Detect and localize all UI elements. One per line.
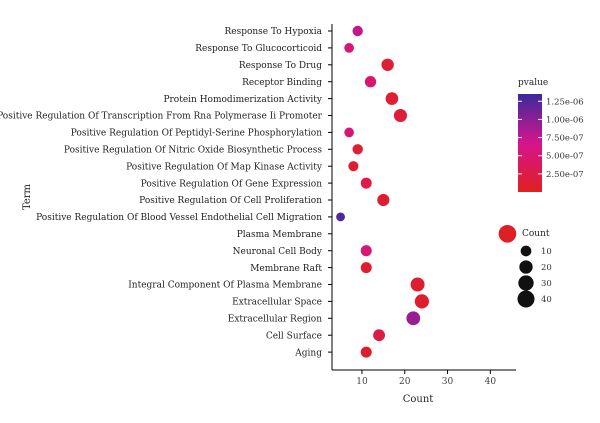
data-point: [336, 212, 345, 222]
term-label: Response To Hypoxia: [224, 27, 322, 37]
term-label: Positive Regulation Of Blood Vessel Endo…: [36, 213, 322, 223]
pvalue-legend-title: pvalue: [518, 78, 548, 88]
colorbar-tick-label: 1.00e-06: [546, 115, 584, 125]
term-label: Positive Regulation Of Gene Expression: [141, 179, 322, 189]
data-point: [360, 177, 372, 189]
term-label: Membrane Raft: [250, 264, 322, 274]
term-label: Neuronal Cell Body: [233, 247, 323, 257]
pvalue-colorbar: [518, 94, 542, 192]
count-legend-dot: [520, 245, 532, 257]
data-point: [406, 311, 421, 326]
term-label: Response To Drug: [239, 61, 322, 71]
data-point: [360, 245, 372, 257]
term-labels: Response To Hypoxia Response To Glucocort…: [0, 27, 323, 358]
term-label: Plasma Membrane: [237, 230, 322, 240]
data-point: [348, 161, 359, 172]
colorbar-tick-label: 7.50e-07: [546, 134, 584, 144]
data-point: [414, 294, 429, 309]
x-axis-title: Count: [403, 394, 434, 405]
count-legend-label: 10: [541, 247, 552, 257]
data-point: [385, 92, 399, 105]
x-tick-label: 30: [442, 377, 454, 387]
term-label: Response To Glucocorticoid: [195, 44, 322, 54]
count-legend-dot: [519, 260, 533, 274]
y-axis-title: Term: [22, 183, 33, 210]
count-legend-title: Count: [522, 229, 550, 239]
x-tick-label: 10: [356, 377, 368, 387]
data-point: [364, 76, 377, 88]
colorbar-tick-label: 5.00e-07: [546, 152, 584, 162]
data-point: [352, 25, 363, 37]
term-label: Positive Regulation Of Peptidyl-Serine P…: [71, 129, 322, 139]
data-point: [498, 224, 517, 243]
count-legend-items: 10 20 30 40: [517, 245, 552, 308]
term-label: Extracellular Region: [228, 315, 322, 325]
term-label: Receptor Binding: [242, 78, 322, 88]
colorbar-tick-label: 1.25e-06: [546, 97, 584, 107]
x-tick-label: 20: [399, 377, 411, 387]
term-label: Positive Regulation Of Cell Proliferatio…: [139, 196, 322, 206]
count-legend-label: 40: [541, 295, 552, 305]
term-label: Aging: [294, 348, 322, 358]
data-point: [377, 193, 390, 207]
term-label: Positive Regulation Of Nitric Oxide Bios…: [64, 146, 322, 156]
term-label: Extracellular Space: [232, 298, 322, 308]
count-legend-label: 20: [541, 263, 552, 273]
count-legend-dot: [518, 275, 534, 291]
term-label: Integral Component Of Plasma Membrane: [128, 281, 322, 291]
data-point: [352, 144, 363, 155]
term-label: Protein Homodimerization Activity: [163, 95, 322, 105]
data-point: [373, 329, 386, 342]
x-tick-label: 40: [485, 377, 497, 387]
data-point: [344, 43, 354, 53]
data-point: [393, 108, 408, 123]
x-axis-ticks: 10 20 30 40: [356, 370, 496, 387]
colorbar-tick-label: 2.50e-07: [546, 170, 584, 180]
term-label: Positive Regulation Of Transcription Fro…: [0, 112, 323, 122]
count-legend-dot: [517, 290, 535, 308]
data-point: [344, 127, 354, 138]
pvalue-legend-ticks: 1.25e-06 1.00e-06 7.50e-07 5.00e-07 2.50e-07: [518, 97, 584, 180]
term-label: Positive Regulation Of Map Kinase Activi…: [126, 162, 323, 172]
count-legend-label: 30: [541, 279, 552, 289]
data-point: [410, 277, 425, 292]
term-label: Cell Surface: [266, 331, 322, 341]
data-point: [381, 58, 394, 71]
data-point: [360, 262, 372, 274]
data-points: [328, 25, 517, 358]
data-point: [360, 346, 372, 358]
